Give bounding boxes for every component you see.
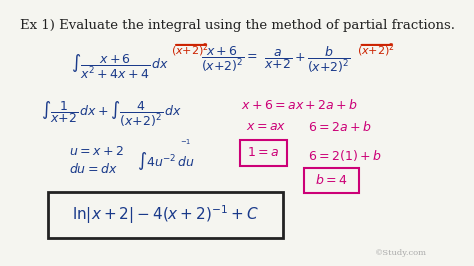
Text: ©Study.com: ©Study.com	[375, 249, 427, 257]
Text: $b=4$: $b=4$	[315, 173, 348, 188]
Text: $\dfrac{x+6}{(x{+}2)^2}=$: $\dfrac{x+6}{(x{+}2)^2}=$	[201, 45, 258, 74]
Text: $\dfrac{a}{x{+}2}+\dfrac{b}{(x{+}2)^2}$: $\dfrac{a}{x{+}2}+\dfrac{b}{(x{+}2)^2}$	[264, 45, 351, 75]
Text: $^{-1}$: $^{-1}$	[180, 140, 191, 149]
FancyBboxPatch shape	[48, 192, 283, 238]
Text: $\int 4u^{-2}\,du$: $\int 4u^{-2}\,du$	[137, 150, 196, 172]
Text: $(x{+}2)^2$: $(x{+}2)^2$	[357, 41, 395, 59]
Text: Ex 1) Evaluate the integral using the method of partial fractions.: Ex 1) Evaluate the integral using the me…	[19, 19, 455, 32]
Text: $6=2(1)+b$: $6=2(1)+b$	[308, 148, 381, 163]
Text: $\ln|x+2| - 4(x+2)^{-1} + C$: $\ln|x+2| - 4(x+2)^{-1} + C$	[72, 204, 259, 226]
Text: $x+6 = ax+2a+b$: $x+6 = ax+2a+b$	[241, 98, 358, 112]
Text: $1=a$: $1=a$	[247, 146, 280, 159]
Text: $(x{+}2)^2$: $(x{+}2)^2$	[171, 41, 209, 59]
Text: $\int\dfrac{1}{x{+}2}\,dx + \int\dfrac{4}{(x{+}2)^2}\,dx$: $\int\dfrac{1}{x{+}2}\,dx + \int\dfrac{4…	[41, 100, 182, 130]
Text: $du=dx$: $du=dx$	[69, 162, 118, 176]
Text: $6=2a+b$: $6=2a+b$	[308, 120, 371, 134]
FancyBboxPatch shape	[239, 140, 287, 166]
Text: $\int \dfrac{x+6}{x^2+4x+4}\,dx$: $\int \dfrac{x+6}{x^2+4x+4}\,dx$	[71, 53, 169, 81]
FancyBboxPatch shape	[304, 168, 359, 193]
Text: $x=ax$: $x=ax$	[246, 120, 287, 133]
Text: $u=x+2$: $u=x+2$	[69, 145, 124, 158]
